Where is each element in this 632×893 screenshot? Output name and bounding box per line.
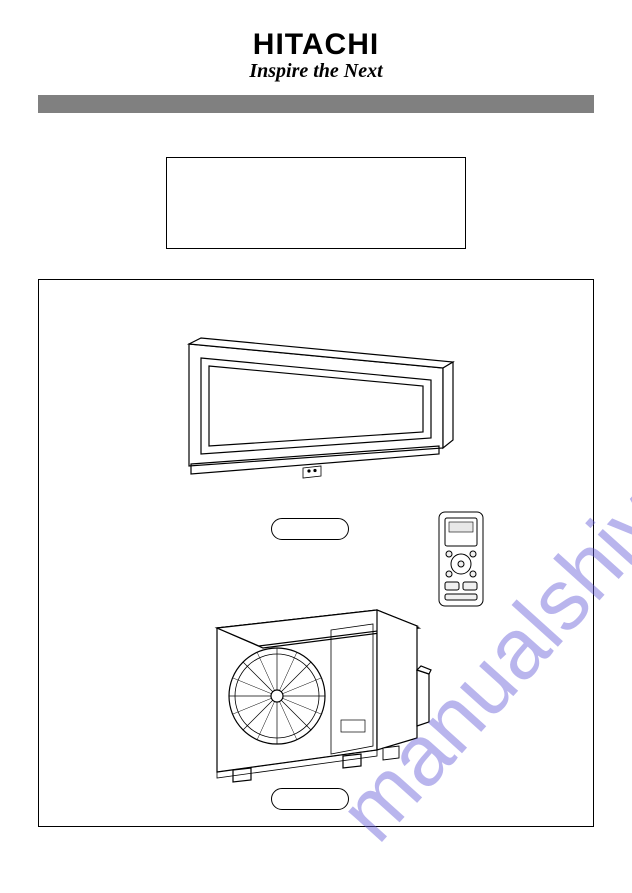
brand-wordmark: HITACHI (38, 28, 594, 62)
indoor-unit-illustration (171, 336, 461, 506)
manual-cover-page: HITACHI Inspire the Next (0, 0, 632, 847)
brand-tagline: Inspire the Next (38, 60, 594, 83)
remote-control-illustration (435, 510, 487, 610)
logo-block: HITACHI Inspire the Next (38, 28, 594, 83)
outdoor-unit-illustration (207, 600, 437, 790)
product-diagram-box (38, 279, 594, 827)
model-number-box (166, 157, 466, 249)
gray-divider-band (38, 95, 594, 113)
indoor-unit-label-pill (271, 518, 349, 540)
outdoor-unit-label-pill (271, 788, 349, 810)
